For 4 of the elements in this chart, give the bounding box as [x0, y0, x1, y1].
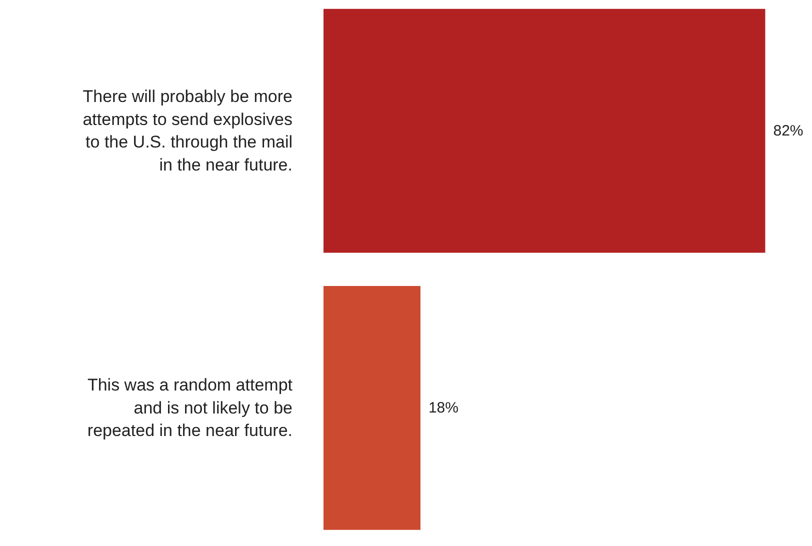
y-tick-label: There will probably be more attempts to send explosives to the U.S. through the mail in the near future.	[82, 87, 293, 174]
data-label: 82%	[773, 122, 804, 140]
data-label: 18%	[428, 399, 458, 416]
y-tick-label: This was a random attempt and is not likely to be repeated in the near future.	[87, 376, 293, 440]
